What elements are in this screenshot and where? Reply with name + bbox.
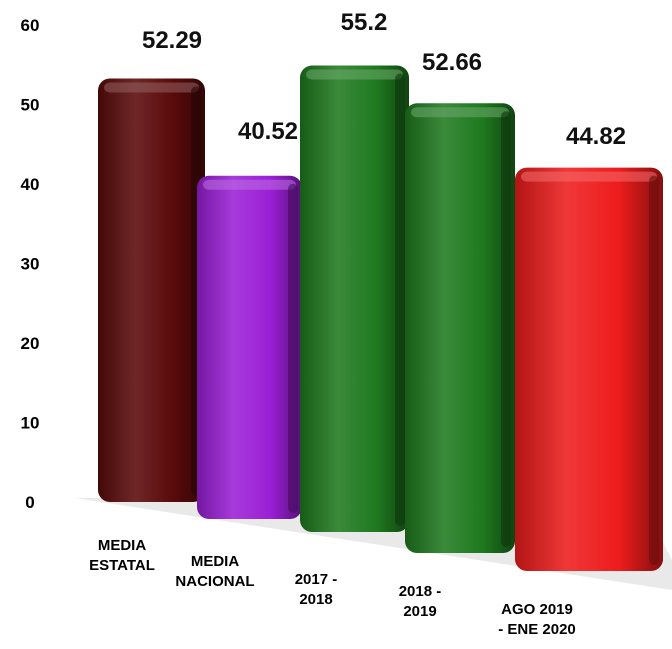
bar bbox=[300, 65, 409, 532]
y-tick-label: 10 bbox=[21, 414, 40, 433]
bar-body bbox=[98, 78, 205, 503]
bar-side bbox=[501, 111, 511, 547]
category-label: MEDIA NACIONAL bbox=[175, 553, 254, 590]
bar bbox=[515, 167, 663, 571]
bar-highlight bbox=[203, 179, 296, 190]
x-axis: MEDIA ESTATAL MEDIA NACIONAL 2017 -2018 2018 … bbox=[89, 537, 576, 638]
bar-body bbox=[197, 175, 302, 519]
bar-side bbox=[649, 175, 659, 565]
data-label: 52.29 bbox=[142, 27, 202, 54]
bar-highlight bbox=[306, 69, 403, 80]
bar-side bbox=[288, 183, 298, 513]
bar-highlight bbox=[521, 171, 657, 182]
bar bbox=[405, 103, 515, 553]
category-label: MEDIA ESTATAL bbox=[89, 537, 155, 574]
bar-body bbox=[405, 103, 515, 553]
bar-highlight bbox=[411, 107, 509, 118]
category-label: 2018 -2019 bbox=[399, 583, 442, 620]
data-label: 44.82 bbox=[566, 123, 626, 150]
bar bbox=[197, 175, 302, 519]
data-labels: 52.29 40.52 55.2 52.66 44.82 bbox=[142, 9, 626, 150]
y-axis: 0 10 20 30 40 50 60 bbox=[21, 16, 40, 512]
y-tick-label: 60 bbox=[21, 16, 40, 35]
y-tick-label: 0 bbox=[25, 493, 34, 512]
y-tick-label: 40 bbox=[21, 175, 40, 194]
bar-body bbox=[300, 65, 409, 532]
bar-highlight bbox=[104, 82, 199, 93]
y-tick-label: 50 bbox=[21, 96, 40, 115]
data-label: 55.2 bbox=[341, 9, 388, 36]
category-label: 2017 -2018 bbox=[295, 571, 338, 608]
y-tick-label: 30 bbox=[21, 255, 40, 274]
bars bbox=[98, 65, 663, 571]
bar-side bbox=[395, 73, 405, 526]
y-tick-label: 20 bbox=[21, 334, 40, 353]
category-label: AGO 2019- ENE 2020 bbox=[498, 601, 576, 638]
bar-body bbox=[515, 167, 663, 571]
data-label: 52.66 bbox=[422, 49, 482, 76]
bar bbox=[98, 78, 205, 503]
data-label: 40.52 bbox=[238, 118, 298, 145]
